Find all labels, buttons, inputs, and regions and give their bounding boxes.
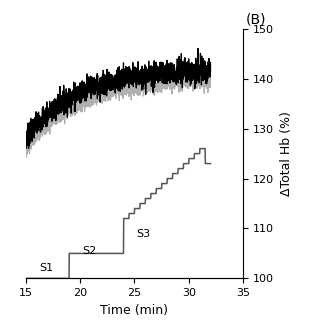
Text: S3: S3 <box>137 229 151 239</box>
Y-axis label: ΔTotal Hb (%): ΔTotal Hb (%) <box>280 111 292 196</box>
Text: S1: S1 <box>40 263 54 273</box>
Text: (B): (B) <box>246 13 266 27</box>
X-axis label: Time (min): Time (min) <box>100 304 168 317</box>
Text: S2: S2 <box>82 246 96 256</box>
